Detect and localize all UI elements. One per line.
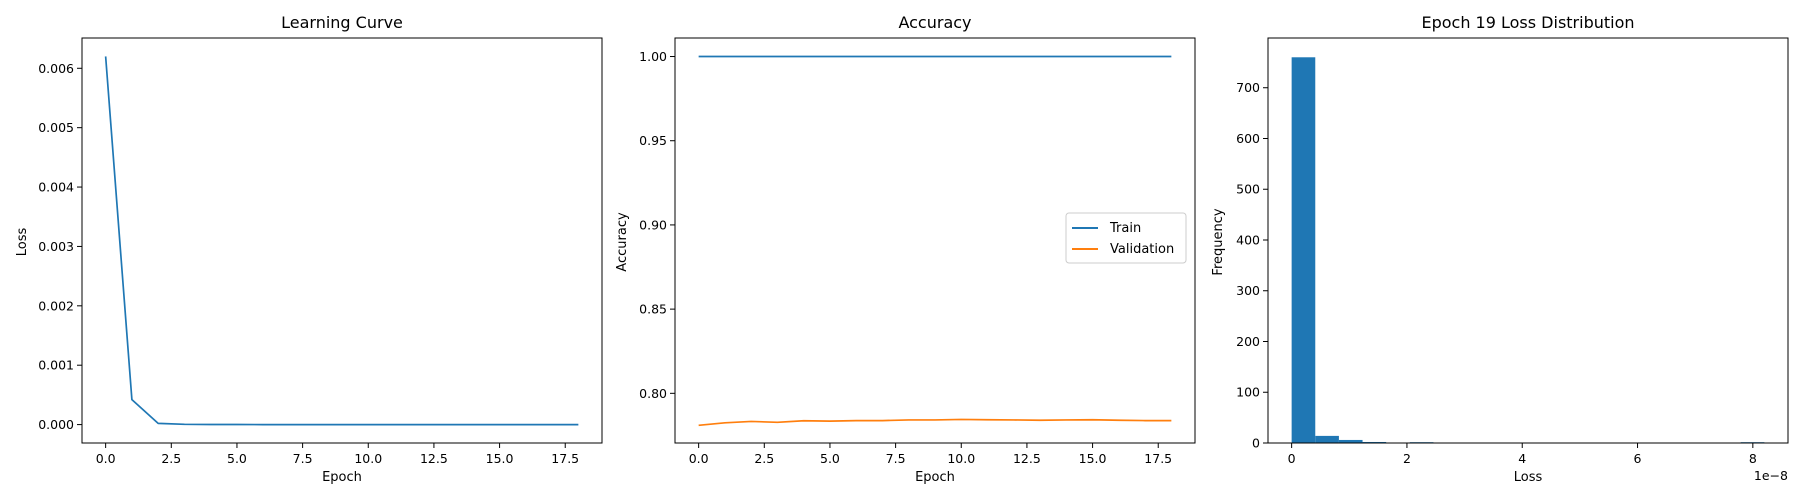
loss-distribution-ticks: 0 2 4 6 8 0 100 200 300 400 500 600 700 [1236,80,1757,466]
learning-curve-title: Learning Curve [281,13,403,32]
x-tick-label: 12.5 [1013,451,1041,466]
x-tick-label: 0 [1288,451,1296,466]
accuracy-panel: Accuracy Epoch Accuracy 0.0 2.5 5.0 7.5 10.0… [615,13,1196,485]
learning-curve-ylabel: Loss [15,228,30,257]
loss-distribution-xlabel: Loss [1514,470,1543,485]
y-tick-label: 0.95 [639,133,667,148]
x-tick-label: 10.0 [354,451,382,466]
validation-series-line [698,418,1172,427]
loss-distribution-axes-frame [1267,37,1789,444]
y-tick-label: 200 [1236,334,1260,349]
accuracy-plot [698,55,1172,427]
x-tick-label: 12.5 [420,451,448,466]
loss-distribution-plot [1291,57,1765,444]
y-tick-label: 0.006 [38,61,74,76]
x-tick-label: 6 [1634,451,1642,466]
accuracy-axes-frame [674,37,1196,444]
y-tick-label: 0 [1252,436,1260,451]
legend-train-label: Train [1109,221,1141,236]
accuracy-legend: Train Validation [1065,212,1187,264]
x-tick-label: 5.0 [227,451,247,466]
x-tick-label: 0.0 [689,451,709,466]
y-tick-label: 0.004 [38,180,74,195]
y-tick-label: 0.90 [639,217,667,232]
learning-curve-xlabel: Epoch [322,470,362,485]
x-tick-label: 7.5 [886,451,906,466]
accuracy-title: Accuracy [898,13,971,32]
histogram-bar [1362,441,1387,443]
y-tick-label: 1.00 [639,49,667,64]
histogram-bar [1315,435,1339,443]
x-tick-label: 10.0 [947,451,975,466]
histogram-bar [1338,439,1363,443]
histogram-bar [1291,57,1316,444]
x-tick-label: 2.5 [161,451,181,466]
y-tick-label: 300 [1236,283,1260,298]
x-tick-label: 2.5 [754,451,774,466]
x-tick-label: 17.5 [1144,451,1172,466]
y-tick-label: 0.003 [38,239,74,254]
x-tick-label: 15.0 [486,451,514,466]
legend-validation-label: Validation [1110,242,1174,257]
x-tick-label: 4 [1518,451,1526,466]
x-tick-label: 15.0 [1079,451,1107,466]
learning-curve-plot [104,56,579,426]
accuracy-ylabel: Accuracy [615,212,630,272]
y-tick-label: 100 [1236,385,1260,400]
y-tick-label: 0.005 [38,120,74,135]
x-tick-label: 17.5 [551,451,579,466]
y-tick-label: 0.85 [639,302,667,317]
x-tick-label: 0.0 [96,451,116,466]
y-tick-label: 700 [1236,80,1260,95]
loss-distribution-panel: Epoch 19 Loss Distribution Loss Frequenc… [1211,13,1789,485]
loss-distribution-offset-text: 1e−8 [1754,468,1788,483]
accuracy-ticks: 0.0 2.5 5.0 7.5 10.0 12.5 15.0 17.5 0.80 0.85 0.90… [639,49,1172,466]
x-tick-label: 2 [1403,451,1411,466]
y-tick-label: 0.002 [38,298,74,313]
y-tick-label: 0.80 [639,386,667,401]
learning-curve-axes-frame [81,37,603,444]
y-tick-label: 0.001 [38,358,74,373]
y-tick-label: 500 [1236,182,1260,197]
learning-curve-ticks: 0.0 2.5 5.0 7.5 10.0 12.5 15.0 17.5 0.000 0.001 0.… [38,61,579,466]
loss-series-line [104,56,579,426]
x-tick-label: 5.0 [820,451,840,466]
loss-distribution-title: Epoch 19 Loss Distribution [1421,13,1634,32]
y-tick-label: 400 [1236,232,1260,247]
x-tick-label: 8 [1749,451,1757,466]
legend-box [1065,212,1187,264]
learning-curve-panel: Learning Curve Epoch Loss 0.0 2.5 5.0 7.5 10… [15,13,603,485]
y-tick-label: 600 [1236,131,1260,146]
y-tick-label: 0.000 [38,417,74,432]
accuracy-xlabel: Epoch [915,470,955,485]
x-tick-label: 7.5 [293,451,313,466]
loss-distribution-ylabel: Frequency [1211,208,1226,275]
